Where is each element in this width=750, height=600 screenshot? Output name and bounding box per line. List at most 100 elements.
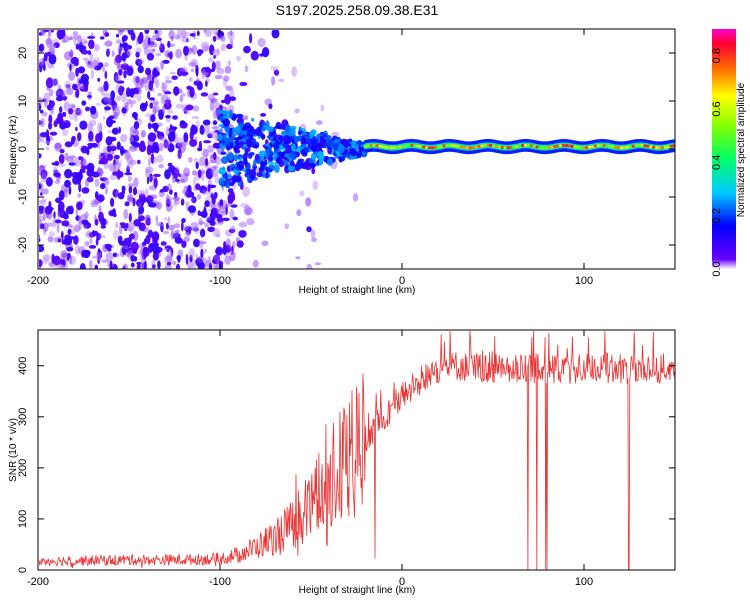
heatmap-blob xyxy=(106,116,113,128)
heatmap-blob xyxy=(217,116,224,121)
heatmap-blob xyxy=(191,196,197,204)
heatmap-blob xyxy=(105,136,113,146)
heatmap-blob xyxy=(124,102,129,108)
heatmap-blob xyxy=(225,85,233,91)
heatmap-blob xyxy=(177,152,182,160)
snr-xlabel: Height of straight line (km) xyxy=(299,585,416,596)
heatmap-blob xyxy=(128,183,134,188)
colorbar-gradient xyxy=(712,29,736,269)
heatmap-blob xyxy=(152,100,159,106)
heatmap-blob xyxy=(121,245,127,256)
heatmap-blob xyxy=(128,145,137,152)
heatmap-blob xyxy=(47,30,52,37)
heatmap-blob xyxy=(145,166,154,173)
colorbar-tick-label: 0.4 xyxy=(711,155,723,170)
heatmap-blob xyxy=(257,37,266,48)
heatmap-blob xyxy=(318,159,323,166)
heatmap-blob xyxy=(170,36,174,42)
signal-peak xyxy=(582,146,586,150)
heatmap-blob xyxy=(228,228,236,233)
heatmap-blob xyxy=(187,261,193,269)
heatmap-blob xyxy=(124,172,133,176)
heatmap-blob xyxy=(42,222,49,232)
heatmap-blob xyxy=(140,103,147,109)
heatmap-blob xyxy=(155,52,162,57)
heatmap-blob xyxy=(131,111,138,119)
heatmap-blob xyxy=(106,48,111,55)
heatmap-blob xyxy=(199,124,205,135)
heatmap-blob xyxy=(116,62,121,71)
y-tick-label: -10 xyxy=(17,189,29,205)
heatmap-blob xyxy=(67,228,72,235)
heatmap-blob xyxy=(213,165,219,169)
heatmap-blob xyxy=(39,199,47,204)
heatmap-blob xyxy=(127,193,134,202)
heatmap-blob xyxy=(42,254,51,261)
heatmap-blob xyxy=(62,259,66,267)
heatmap-blob xyxy=(249,33,253,44)
heatmap-blob xyxy=(125,87,131,98)
heatmap-blob xyxy=(143,46,150,56)
heatmap-blob xyxy=(126,98,132,105)
heatmap-blob xyxy=(138,144,147,153)
heatmap-blob xyxy=(161,105,166,115)
heatmap-blob xyxy=(181,92,186,97)
heatmap-blob xyxy=(146,144,152,156)
heatmap-blob xyxy=(244,65,249,73)
heatmap-blob xyxy=(135,58,143,67)
heatmap-blob xyxy=(93,44,100,52)
heatmap-blob xyxy=(121,35,126,43)
heatmap-blob xyxy=(88,130,94,142)
heatmap-blob xyxy=(245,207,254,215)
signal-peak xyxy=(445,144,450,147)
heatmap-blob xyxy=(57,210,61,220)
heatmap-blob xyxy=(75,215,80,222)
heatmap-blob xyxy=(204,248,207,253)
heatmap-blob xyxy=(56,30,65,40)
heatmap-blob xyxy=(300,132,308,136)
heatmap-blob xyxy=(273,69,280,76)
heatmap-blob xyxy=(77,132,82,142)
heatmap-blob xyxy=(39,259,43,267)
heatmap-blob xyxy=(43,140,52,144)
heatmap-blob xyxy=(161,82,166,93)
heatmap-blob xyxy=(198,140,202,151)
heatmap-blob xyxy=(216,217,224,223)
heatmap-blob xyxy=(126,247,134,254)
y-tick-label: 300 xyxy=(17,408,29,426)
colorbar-ticks: 0.0 0.2 0.4 0.6 0.8 xyxy=(711,48,723,277)
heatmap-blob xyxy=(64,51,72,61)
heatmap-blob xyxy=(73,34,79,40)
heatmap-blob xyxy=(195,254,198,259)
heatmap-blob xyxy=(133,177,139,188)
signal-peak xyxy=(596,144,601,148)
heatmap-blob xyxy=(59,259,63,266)
heatmap-blob xyxy=(220,210,227,216)
heatmap-blob xyxy=(164,217,168,221)
heatmap-blob xyxy=(186,38,189,43)
heatmap-blob xyxy=(204,260,212,268)
heatmap-blob xyxy=(315,120,323,125)
heatmap-blob xyxy=(52,217,57,229)
heatmap-blob xyxy=(68,155,76,159)
heatmap-blob xyxy=(166,262,172,266)
heatmap-blob xyxy=(185,104,194,111)
heatmap-blob xyxy=(232,240,236,248)
heatmap-blob xyxy=(251,144,260,149)
heatmap-blob xyxy=(66,157,74,163)
heatmap-blob xyxy=(136,263,141,269)
heatmap-blob xyxy=(202,119,211,126)
heatmap-blob xyxy=(83,40,89,44)
heatmap-blob xyxy=(245,168,251,174)
heatmap-blob xyxy=(227,31,234,35)
heatmap-blob xyxy=(90,199,99,206)
heatmap-blob xyxy=(128,212,132,223)
heatmap-blob xyxy=(39,237,41,243)
heatmap-blob xyxy=(214,129,219,134)
heatmap-blob xyxy=(184,226,193,232)
heatmap-blob xyxy=(154,145,160,154)
heatmap-blob xyxy=(104,40,113,47)
heatmap-blob xyxy=(61,92,66,100)
heatmap-blob xyxy=(181,190,186,194)
heatmap-blob xyxy=(145,188,149,196)
